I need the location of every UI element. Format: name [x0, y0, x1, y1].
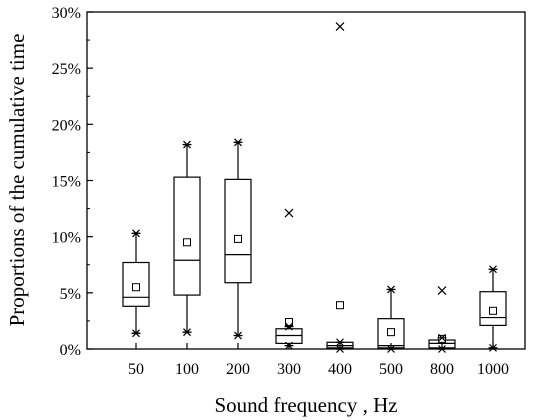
interquartile-box [479, 291, 507, 327]
min-marker [131, 329, 141, 338]
x-tick-label: 200 [226, 361, 250, 378]
mean-marker [234, 234, 242, 243]
interquartile-box [377, 318, 405, 349]
min-marker [182, 328, 192, 337]
interquartile-box [173, 176, 201, 296]
max-marker [284, 322, 294, 331]
x-tick-label: 1000 [477, 361, 509, 378]
max-marker [437, 333, 447, 342]
max-marker [233, 138, 243, 147]
min-marker [284, 341, 294, 350]
mean-marker [438, 334, 446, 343]
y-tick-label: 20% [52, 117, 81, 134]
max-marker [386, 285, 396, 294]
x-tick-label: 500 [379, 361, 403, 378]
x-tick-label: 300 [277, 361, 301, 378]
x-tick-label: 800 [430, 361, 454, 378]
interquartile-box [122, 261, 150, 307]
x-axis: 50 100 200 300 400 500 800 1000 [128, 343, 509, 378]
y-tick-label: 30% [52, 5, 81, 22]
mean-marker [489, 306, 497, 315]
outlier-marker [284, 208, 294, 218]
interquartile-box [224, 178, 252, 284]
box-plot-50 [122, 229, 150, 338]
box-plot-300 [275, 208, 303, 350]
x-tick-label: 400 [328, 361, 352, 378]
cross-stroke [437, 286, 447, 296]
mean-marker [132, 283, 140, 292]
box-plot-1000 [479, 265, 507, 352]
outlier-marker [437, 286, 447, 296]
box-plot-200 [224, 138, 252, 340]
plot-frame [86, 11, 526, 350]
max-marker [182, 140, 192, 149]
cross-stroke [335, 22, 345, 32]
mean-marker [336, 301, 344, 310]
x-tick-label: 50 [128, 361, 144, 378]
outlier-marker [335, 22, 345, 32]
box-plot-series [122, 22, 507, 353]
min-marker [233, 331, 243, 340]
mean-marker [387, 328, 395, 337]
min-marker [488, 343, 498, 352]
box-plot-400 [326, 22, 354, 353]
mean-marker [285, 318, 293, 327]
y-tick-label: 25% [52, 61, 81, 78]
y-tick-label: 15% [52, 174, 81, 191]
box-plot-500 [377, 285, 405, 353]
x-axis-title: Sound frequency , Hz [214, 393, 397, 417]
max-marker [335, 338, 345, 347]
x-tick-label: 100 [175, 361, 199, 378]
box-plot-100 [173, 140, 201, 337]
y-axis-title: Proportions of the cumulative time [5, 34, 29, 327]
y-tick-label: 10% [52, 230, 81, 247]
y-tick-label: 5% [60, 286, 81, 303]
mean-marker [183, 238, 191, 247]
box-plot-800 [428, 286, 456, 353]
max-marker [131, 229, 141, 238]
y-tick-label: 0% [60, 342, 81, 359]
cross-stroke [284, 208, 294, 218]
max-marker [488, 265, 498, 274]
